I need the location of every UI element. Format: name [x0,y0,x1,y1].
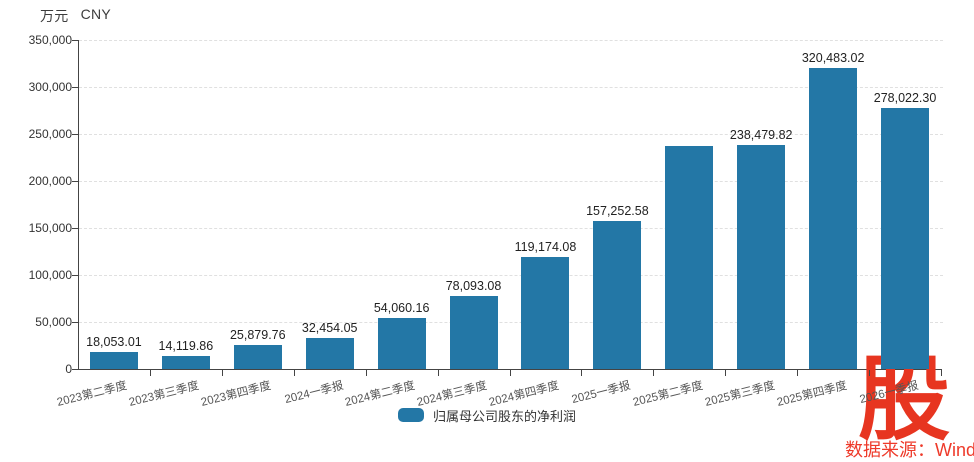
x-axis-tick [509,370,511,376]
y-axis-label: 150,000 [28,221,72,235]
x-axis-tick [869,370,871,376]
gridline [79,180,943,182]
x-axis-tick [797,370,799,376]
x-axis-label: 2024一季报 [283,379,345,407]
gridline [79,86,943,88]
gridline [79,274,943,276]
y-axis-label: 300,000 [28,80,72,94]
gridline [79,227,943,229]
y-axis-tick [72,369,78,370]
gridline [79,321,943,323]
bar-value-label: 54,060.16 [373,301,430,315]
bar-value-label: 14,119.86 [158,339,214,353]
bar-value-label: 278,022.30 [873,91,937,105]
bar[interactable] [881,108,930,369]
y-axis-tick [72,322,78,323]
y-axis-label: 50,000 [35,315,72,329]
x-axis-tick [437,370,439,376]
bar-value-label: 238,479.82 [729,128,793,142]
bar-value-label: 119,174.08 [514,240,577,254]
x-axis-tick [293,370,295,376]
bar-value-label: 320,483.02 [801,51,865,65]
bar[interactable] [737,145,786,369]
currency-label: CNY [80,6,112,22]
bar-value-label: 18,053.01 [86,335,142,349]
y-axis-label: 100,000 [28,268,72,282]
y-axis-tick [72,181,78,182]
x-axis-line [78,369,942,370]
bar[interactable] [89,352,138,369]
gridline [79,39,943,41]
bar[interactable] [521,257,570,369]
bar[interactable] [233,345,282,369]
bar[interactable] [377,318,426,369]
legend-swatch[interactable] [397,408,424,422]
x-axis-tick [149,370,151,376]
axis-unit-header: 万元 CNY [40,6,111,26]
x-axis-tick [725,370,727,376]
bar-value-label: 25,879.76 [229,328,286,342]
x-axis-tick [653,370,655,376]
y-axis-tick [72,134,78,135]
gridline [79,133,943,135]
bar[interactable] [665,146,714,369]
bar-value-label: 157,252.58 [586,204,649,218]
bar[interactable] [449,296,498,369]
bar[interactable] [593,221,642,369]
legend-series-label[interactable]: 归属母公司股东的净利润 [432,408,576,424]
y-axis-label: 350,000 [28,33,72,47]
y-axis-label: 0 [65,362,72,376]
y-axis-tick [72,40,78,41]
legend: 归属母公司股东的净利润 [0,404,974,426]
x-axis-tick [365,370,367,376]
bar[interactable] [161,356,210,369]
x-axis-label: 2025一季报 [570,379,633,407]
x-axis-tick [221,370,223,376]
bar-value-label: 32,454.05 [301,321,358,335]
bar[interactable] [809,68,858,369]
data-source-label: 数据来源：Wind [845,440,974,460]
y-axis-tick [72,228,78,229]
y-axis-tick [72,275,78,276]
y-axis-label: 200,000 [28,174,72,188]
x-axis-tick [941,370,942,376]
y-axis-label: 250,000 [28,127,72,141]
y-axis-tick [72,87,78,88]
x-axis-tick [581,370,583,376]
bar[interactable] [305,338,354,369]
y-axis-line [78,40,79,370]
bar-value-label: 78,093.08 [445,279,502,293]
unit-label: 万元 [40,8,69,24]
